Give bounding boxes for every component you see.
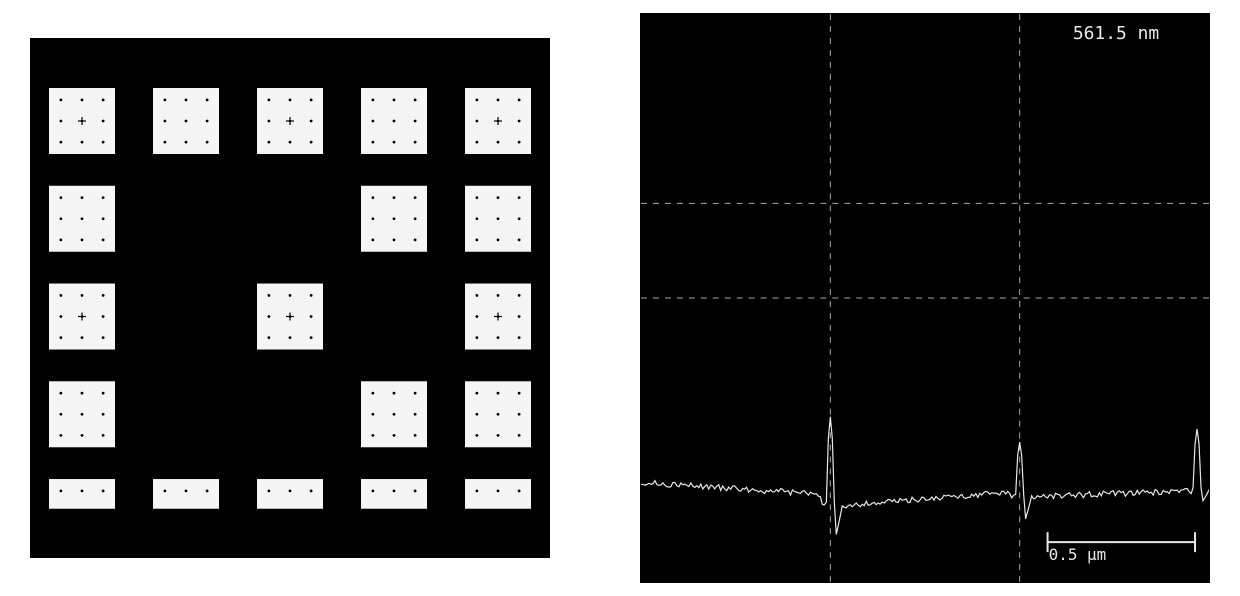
oscilloscope-panel: 561.5 nm 0.5 μm	[640, 13, 1210, 583]
scope-top-label: 561.5 nm	[1073, 23, 1159, 44]
scope-scale-label: 0.5 μm	[1049, 545, 1107, 564]
pattern-grid-svg	[30, 38, 550, 558]
oscilloscope-svg: 561.5 nm 0.5 μm	[641, 14, 1209, 582]
pattern-grid-panel	[30, 38, 550, 558]
